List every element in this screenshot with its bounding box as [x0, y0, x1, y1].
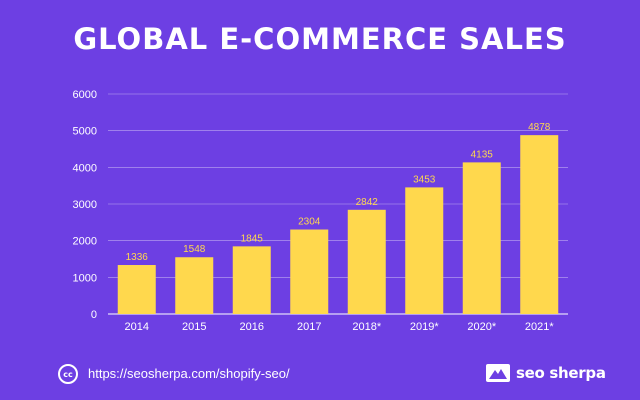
y-tick-label: 4000 [73, 162, 97, 174]
y-tick-label: 3000 [73, 199, 97, 211]
bar [405, 187, 444, 314]
bar [232, 246, 271, 314]
chart-title: GLOBAL E-COMMERCE SALES [73, 22, 567, 56]
brand-logo[interactable]: seo sherpa [486, 362, 606, 384]
x-tick-label: 2019* [410, 321, 439, 333]
x-tick-label: 2014 [125, 321, 149, 333]
data-label: 3453 [413, 174, 436, 185]
creative-commons-icon: cc [58, 364, 78, 384]
data-label: 2842 [356, 197, 379, 208]
data-label: 1336 [126, 252, 149, 263]
y-tick-label: 5000 [73, 126, 97, 138]
y-tick-label: 2000 [73, 236, 97, 248]
bar [117, 265, 156, 314]
data-label: 4878 [528, 122, 551, 133]
bar [290, 229, 329, 314]
x-tick-label: 2015 [182, 321, 206, 333]
brand-name: seo sherpa [516, 364, 606, 382]
x-tick-label: 2021* [525, 321, 554, 333]
x-tick-label: 2017 [297, 321, 321, 333]
bar [462, 162, 501, 314]
source-url-link[interactable]: https://seosherpa.com/shopify-seo/ [88, 366, 290, 381]
y-tick-label: 6000 [73, 89, 97, 101]
bar [520, 135, 559, 314]
y-tick-label: 1000 [73, 272, 97, 284]
x-tick-label: 2016 [240, 321, 264, 333]
x-tick-label: 2018* [352, 321, 381, 333]
x-tick-label: 2020* [467, 321, 496, 333]
data-label: 1845 [241, 233, 264, 244]
data-label: 2304 [298, 217, 321, 228]
data-label: 1548 [183, 244, 206, 255]
data-label: 4135 [471, 149, 494, 160]
y-tick-label: 0 [91, 309, 97, 321]
mountain-logo-icon [486, 364, 510, 382]
bar [347, 209, 386, 314]
bar [175, 257, 214, 314]
